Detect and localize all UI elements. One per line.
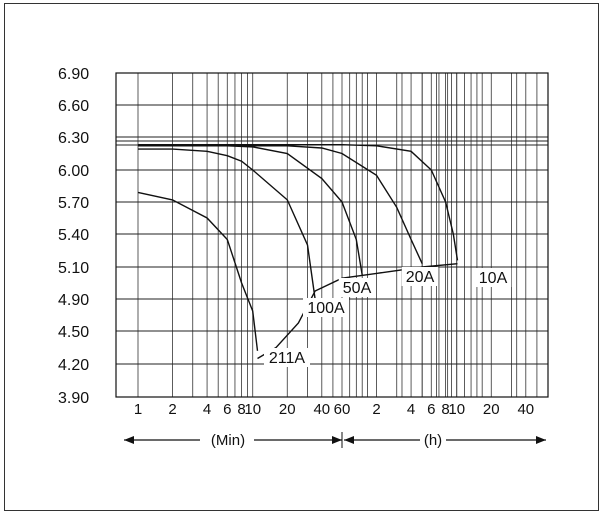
x-tick-label: 8 bbox=[441, 401, 449, 418]
unit-label-hours: (h) bbox=[424, 432, 442, 449]
y-tick-label: 5.70 bbox=[58, 195, 89, 212]
x-tick-label: 60 bbox=[334, 401, 351, 418]
y-tick-label: 6.90 bbox=[58, 66, 89, 83]
discharge-curve-50A bbox=[138, 145, 363, 276]
discharge-curve-20A bbox=[138, 145, 423, 264]
min-arrowhead-left bbox=[124, 436, 134, 444]
x-tick-label: 6 bbox=[427, 401, 435, 418]
y-tick-label: 6.60 bbox=[58, 98, 89, 115]
series-label-100A: 100A bbox=[307, 300, 345, 317]
y-tick-label: 3.90 bbox=[58, 390, 89, 407]
min-arrowhead-right bbox=[332, 436, 342, 444]
x-tick-label: 10 bbox=[448, 401, 465, 418]
y-tick-label: 4.50 bbox=[58, 324, 89, 341]
x-tick-label: 8 bbox=[237, 401, 245, 418]
series-label-bg bbox=[303, 298, 349, 317]
x-tick-label: 1 bbox=[134, 401, 142, 418]
series-label-211A: 211A bbox=[269, 350, 306, 367]
x-tick-label: 20 bbox=[483, 401, 500, 418]
unit-label-minutes: (Min) bbox=[211, 432, 245, 449]
x-tick-label: 4 bbox=[203, 401, 211, 418]
y-tick-label: 5.10 bbox=[58, 260, 89, 277]
series-label-bg bbox=[401, 267, 439, 286]
series-label-bg bbox=[338, 278, 376, 297]
x-tick-label: 10 bbox=[244, 401, 261, 418]
x-tick-label: 40 bbox=[517, 401, 534, 418]
y-tick-label: 4.90 bbox=[58, 292, 89, 309]
x-tick-label: 6 bbox=[223, 401, 231, 418]
series-label-bg bbox=[474, 268, 512, 287]
chart-grid bbox=[115, 72, 549, 398]
plot-area-border bbox=[115, 72, 549, 398]
x-tick-label: 2 bbox=[168, 401, 176, 418]
series-label-50A: 50A bbox=[343, 280, 372, 297]
series-label-10A: 10A bbox=[479, 270, 508, 287]
chart-frame bbox=[4, 3, 599, 511]
chart-labels: 6.90 6.60 6.30 6.00 5.70 5.40 5.10 4.90 4.50 4.20… bbox=[58, 66, 546, 449]
y-tick-label: 6.30 bbox=[58, 130, 89, 147]
x-tick-label: 40 bbox=[313, 401, 330, 418]
discharge-curve-100A bbox=[138, 148, 316, 300]
y-tick-label: 6.00 bbox=[58, 163, 89, 180]
y-tick-label: 4.20 bbox=[58, 357, 89, 374]
series-label-bg bbox=[264, 348, 310, 367]
hour-arrowhead-left bbox=[344, 436, 354, 444]
y-tick-label: 5.40 bbox=[58, 227, 89, 244]
discharge-curve-10A bbox=[138, 144, 459, 261]
x-tick-label: 2 bbox=[372, 401, 380, 418]
discharge-curve-211A bbox=[137, 191, 259, 351]
x-tick-label: 20 bbox=[279, 401, 296, 418]
series-label-20A: 20A bbox=[406, 269, 435, 286]
discharge-curves bbox=[137, 144, 459, 360]
hour-arrowhead-right bbox=[536, 436, 546, 444]
x-tick-label: 4 bbox=[407, 401, 415, 418]
